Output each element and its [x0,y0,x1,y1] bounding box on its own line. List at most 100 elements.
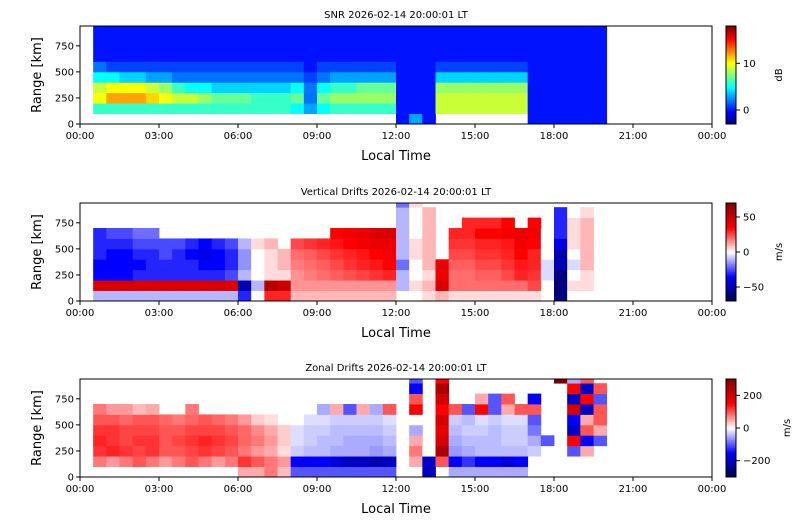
heatmap-cell [264,92,278,104]
colorbar-segment [726,96,736,99]
heatmap-cell [317,269,331,281]
heatmap-cell [488,414,502,426]
heatmap-cell [488,280,502,291]
heatmap-cell [159,466,173,478]
heatmap-cell [356,456,371,467]
colorbar-segment [726,104,736,107]
colorbar-segment [726,385,736,388]
heatmap-cell [501,26,515,31]
heatmap-cell [224,456,239,467]
heatmap-cell [106,404,120,415]
heatmap-cell [145,26,160,31]
heatmap-cell [224,280,239,291]
colorbar-segment [726,211,736,214]
heatmap-cell [343,71,357,83]
colorbar-segment [726,216,736,219]
heatmap-cell [554,71,568,83]
heatmap-cell [435,404,450,415]
heatmap-cell [317,30,331,41]
heatmap-cell [343,103,357,114]
heatmap-cell [382,228,397,239]
heatmap-cell [369,30,384,41]
x-tick-label: 00:00 [66,484,95,495]
chart-title: Vertical Drifts 2026-02-14 20:00:01 LT [301,187,492,198]
colorbar-segment [726,414,736,418]
x-tick-label: 03:00 [145,484,174,495]
heatmap-cell [540,103,555,114]
heatmap-cell [145,40,160,52]
heatmap-cell [224,82,239,94]
heatmap-cell [448,280,463,291]
colorbar-segment [726,296,736,299]
heatmap-cell [317,82,331,94]
colorbar-segment [726,240,736,243]
colorbar-segment [726,437,736,440]
heatmap-cell [593,393,608,405]
heatmap-cell [501,248,515,260]
heatmap-cell [132,424,147,436]
heatmap-cell [172,280,186,291]
heatmap-cell [211,248,226,260]
heatmap-cell [330,61,344,73]
heatmap-cell [198,290,213,302]
heatmap-cell [159,82,173,94]
heatmap-cell [488,26,502,31]
heatmap-cell [172,445,186,457]
heatmap-cell [422,466,436,478]
heatmap-cell [172,103,186,114]
heatmap-cell [475,393,489,405]
colorbar-segment [726,388,736,391]
heatmap-cell [540,228,555,239]
heatmap-cell [435,393,450,405]
heatmap-cell [422,40,436,52]
colorbar-segment [726,472,736,475]
heatmap-cell [224,466,239,478]
heatmap-cell [488,103,502,114]
colorbar-segment [726,421,736,424]
heatmap-cell [93,290,107,302]
heatmap-cell [488,71,502,83]
colorbar-segment [726,396,736,400]
heatmap-cell [145,414,160,426]
colorbar-segment [726,263,736,266]
heatmap-cell [277,103,292,114]
heatmap-cell [527,414,542,426]
heatmap-cell [514,51,529,62]
colorbar-segment [726,26,736,29]
heatmap-cell [93,71,107,83]
heatmap-cell [422,61,436,73]
heatmap-cell [343,280,357,291]
heatmap-cell [580,71,594,83]
heatmap-cell [198,51,213,62]
heatmap-cell [475,30,489,41]
heatmap-cell [409,269,423,281]
heatmap-cell [475,228,489,239]
heatmap-cell [224,26,239,31]
heatmap-cell [343,269,357,281]
heatmap-cell [461,404,476,415]
heatmap-cell [119,103,134,114]
heatmap-cell [330,280,344,291]
colorbar-segment [726,473,736,476]
heatmap-cell [317,424,331,436]
colorbar-segment [726,206,736,209]
heatmap-cell [514,228,529,239]
y-tick-label: 0 [68,297,74,308]
heatmap-cell [501,393,515,405]
heatmap-cell [382,290,397,302]
heatmap-cell [409,30,423,41]
heatmap-cell [396,51,410,62]
heatmap-cell [382,82,397,94]
heatmap-cell [369,92,384,104]
heatmap-cell [172,92,186,104]
heatmap-cell [224,61,239,73]
heatmap-cell [422,445,436,457]
heatmap-cell [514,248,529,260]
colorbar-segment [726,434,736,437]
colorbar-segment [726,227,736,230]
heatmap-cell [448,290,463,302]
heatmap-cell [435,379,450,384]
heatmap-cell [488,82,502,94]
heatmap-cell [567,445,581,457]
heatmap-cell [317,456,331,467]
